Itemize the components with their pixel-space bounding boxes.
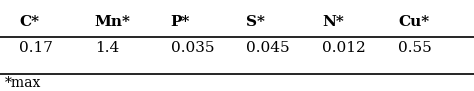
Text: 0.012: 0.012: [322, 41, 366, 55]
Text: 0.045: 0.045: [246, 41, 290, 55]
Text: 0.55: 0.55: [398, 41, 432, 55]
Text: 1.4: 1.4: [95, 41, 119, 55]
Text: 0.17: 0.17: [19, 41, 53, 55]
Text: Mn*: Mn*: [95, 15, 131, 29]
Text: S*: S*: [246, 15, 265, 29]
Text: Cu*: Cu*: [398, 15, 429, 29]
Text: *max: *max: [5, 76, 41, 90]
Text: C*: C*: [19, 15, 39, 29]
Text: N*: N*: [322, 15, 344, 29]
Text: P*: P*: [171, 15, 190, 29]
Text: 0.035: 0.035: [171, 41, 214, 55]
